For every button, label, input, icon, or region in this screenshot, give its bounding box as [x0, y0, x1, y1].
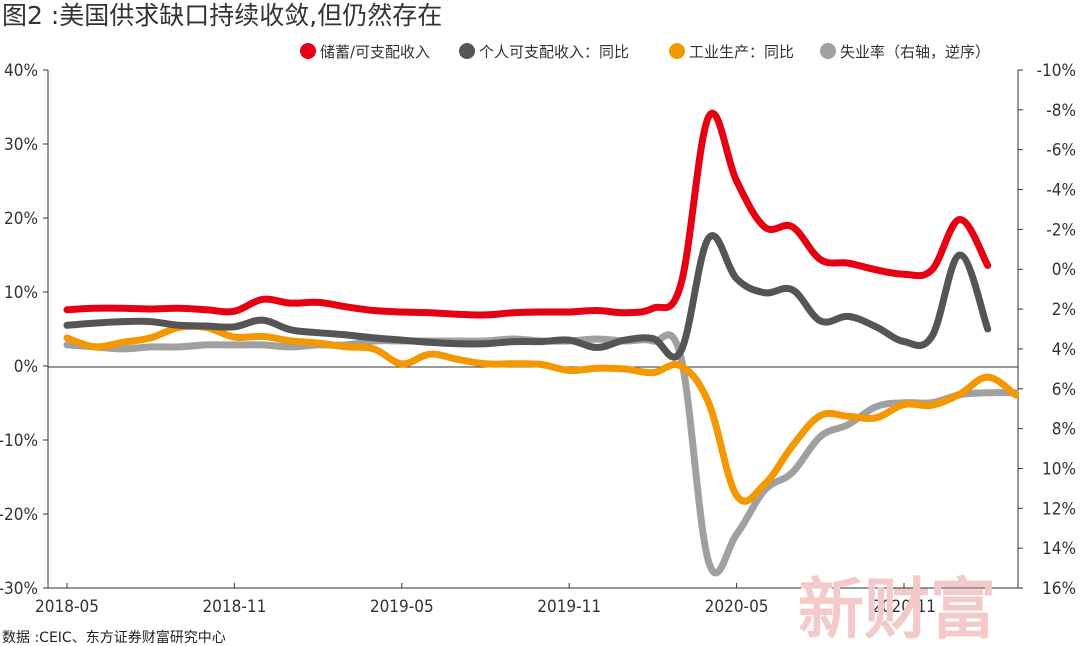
legend: 储蓄/可支配收入 个人可支配收入：同比 工业生产：同比 失业率（右轴，逆序）	[300, 43, 990, 61]
legend-label: 个人可支配收入：同比	[479, 43, 629, 61]
right-tick-label: -2%	[1046, 220, 1076, 240]
legend-marker	[459, 43, 475, 59]
series-line-2	[63, 322, 1020, 505]
series-lines	[63, 109, 1020, 577]
right-tick-label: -6%	[1046, 141, 1076, 161]
legend-marker	[300, 43, 316, 59]
right-tick-label: 0%	[1052, 260, 1076, 280]
left-tick-label: -10%	[0, 431, 38, 451]
x-tick-label: 2020-11	[872, 597, 936, 617]
x-tick-label: 2019-05	[370, 597, 434, 617]
left-tick-label: 10%	[4, 283, 38, 303]
source-note: 数据 :CEIC、东方证券财富研究中心	[2, 629, 226, 646]
right-tick-label: -10%	[1036, 61, 1076, 81]
series-line-1	[63, 232, 992, 361]
legend-marker	[820, 43, 836, 59]
x-ticks: 2018-05 2018-11 2019-05 2019-11 2020-05 2020-…	[35, 583, 936, 617]
legend-label: 储蓄/可支配收入	[320, 43, 430, 61]
right-tick-label: 10%	[1042, 459, 1076, 479]
watermark: 新财富	[798, 570, 996, 646]
series-line-3	[63, 331, 1020, 577]
right-tick-label: 2%	[1052, 300, 1076, 320]
left-tick-label: 0%	[14, 357, 38, 377]
left-tick-label: -30%	[0, 579, 38, 599]
x-tick-label: 2018-05	[35, 597, 99, 617]
legend-label: 工业生产：同比	[689, 43, 794, 61]
right-tick-label: 16%	[1042, 579, 1076, 599]
right-tick-label: 6%	[1052, 380, 1076, 400]
chart-title: 图2 :美国供求缺口持续收敛,但仍然存在	[2, 1, 442, 30]
right-ticks: -10% -8% -6% -4% -2% 0% 2% 4% 6% 8% 10% 12% 14% 16%	[1018, 61, 1076, 599]
left-tick-label: 40%	[4, 61, 38, 81]
left-tick-label: 20%	[4, 209, 38, 229]
x-tick-label: 2019-11	[537, 597, 601, 617]
right-tick-label: 4%	[1052, 340, 1076, 360]
left-ticks: -30% -20% -10% 0% 10% 20% 30% 40%	[0, 61, 48, 599]
series-line-0	[63, 109, 992, 319]
left-tick-label: -20%	[0, 505, 38, 525]
plot-area: -30% -20% -10% 0% 10% 20% 30% 40% -10% -8% -6% -4%…	[0, 61, 1076, 617]
left-tick-label: 30%	[4, 135, 38, 155]
right-tick-label: 14%	[1042, 539, 1076, 559]
legend-label: 失业率（右轴，逆序）	[840, 43, 990, 61]
legend-marker	[669, 43, 685, 59]
x-tick-label: 2018-11	[202, 597, 266, 617]
right-tick-label: -4%	[1046, 181, 1076, 201]
x-tick-label: 2020-05	[705, 597, 769, 617]
right-tick-label: 8%	[1052, 420, 1076, 440]
right-tick-label: 12%	[1042, 499, 1076, 519]
right-tick-label: -8%	[1046, 101, 1076, 121]
